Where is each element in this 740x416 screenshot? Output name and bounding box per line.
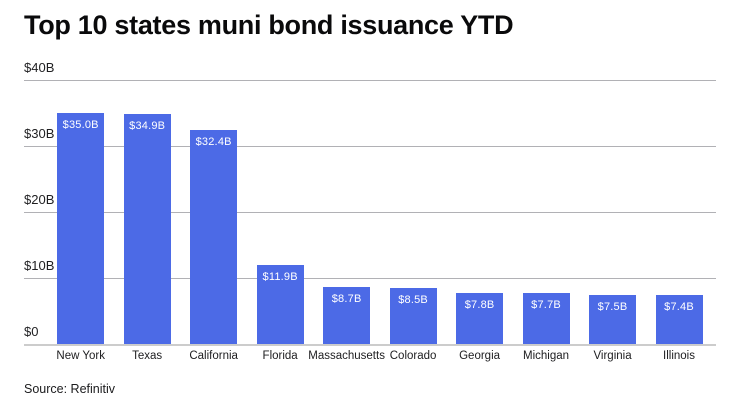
bar-value-label: $32.4B — [195, 136, 232, 149]
source-note: Source: Refinitiv — [24, 382, 116, 396]
bar-florida: $11.9B — [256, 265, 304, 344]
bar-value-label: $34.9B — [129, 119, 166, 132]
bar-value-label: $35.0B — [62, 119, 99, 131]
x-axis-category-label: Massachusetts — [308, 350, 385, 362]
y-axis-tick-label: $30B — [24, 126, 59, 141]
x-axis-category-label: Illinois — [663, 350, 695, 362]
gridline-30 — [24, 146, 716, 147]
x-axis-category-label: Florida — [262, 350, 298, 362]
bar-california: $32.4B — [190, 130, 238, 344]
chart-title: Top 10 states muni bond issuance YTD — [24, 10, 514, 40]
bar-michigan: $7.7B — [522, 293, 570, 344]
gridline-40 — [24, 80, 716, 81]
gridline-10 — [24, 278, 716, 279]
gridline-20 — [24, 212, 716, 213]
y-axis-tick-label: $0 — [24, 324, 43, 339]
bar-colorado: $8.5B — [389, 287, 437, 344]
gridline-0 — [24, 344, 716, 346]
bar-value-label: $8.7B — [331, 292, 362, 305]
bar-value-label: $11.9B — [262, 271, 298, 284]
bar-value-label: $7.4B — [664, 301, 694, 314]
bar-georgia: $7.8B — [456, 292, 504, 344]
x-axis-category-label: California — [189, 350, 238, 362]
bar-new-york: $35.0B — [57, 113, 105, 344]
bar-massachusetts: $8.7B — [323, 286, 371, 344]
x-axis-category-label: Texas — [132, 350, 163, 362]
bar-value-label: $8.5B — [398, 293, 428, 306]
y-axis-tick-label: $40B — [24, 60, 59, 75]
x-axis-category-label: New York — [56, 350, 105, 362]
bar-value-label: $7.5B — [597, 300, 628, 313]
x-axis-category-label: Virginia — [593, 350, 632, 362]
bar-value-label: $7.7B — [531, 299, 561, 312]
bar-value-label: $7.8B — [464, 298, 495, 311]
bar-virginia: $7.5B — [589, 294, 637, 344]
bar-texas: $34.9B — [123, 113, 171, 344]
x-axis-category-label: Georgia — [459, 350, 501, 362]
bar-illinois: $7.4B — [655, 295, 703, 344]
y-axis-tick-label: $20B — [24, 192, 59, 207]
bar-chart-plot: $0 $10B $20B $30B $40B $35.0B New York $34.9B Te… — [24, 60, 716, 368]
x-axis-category-label: Michigan — [523, 350, 570, 362]
y-axis-tick-label: $10B — [24, 258, 59, 273]
x-axis-category-label: Colorado — [389, 350, 437, 362]
